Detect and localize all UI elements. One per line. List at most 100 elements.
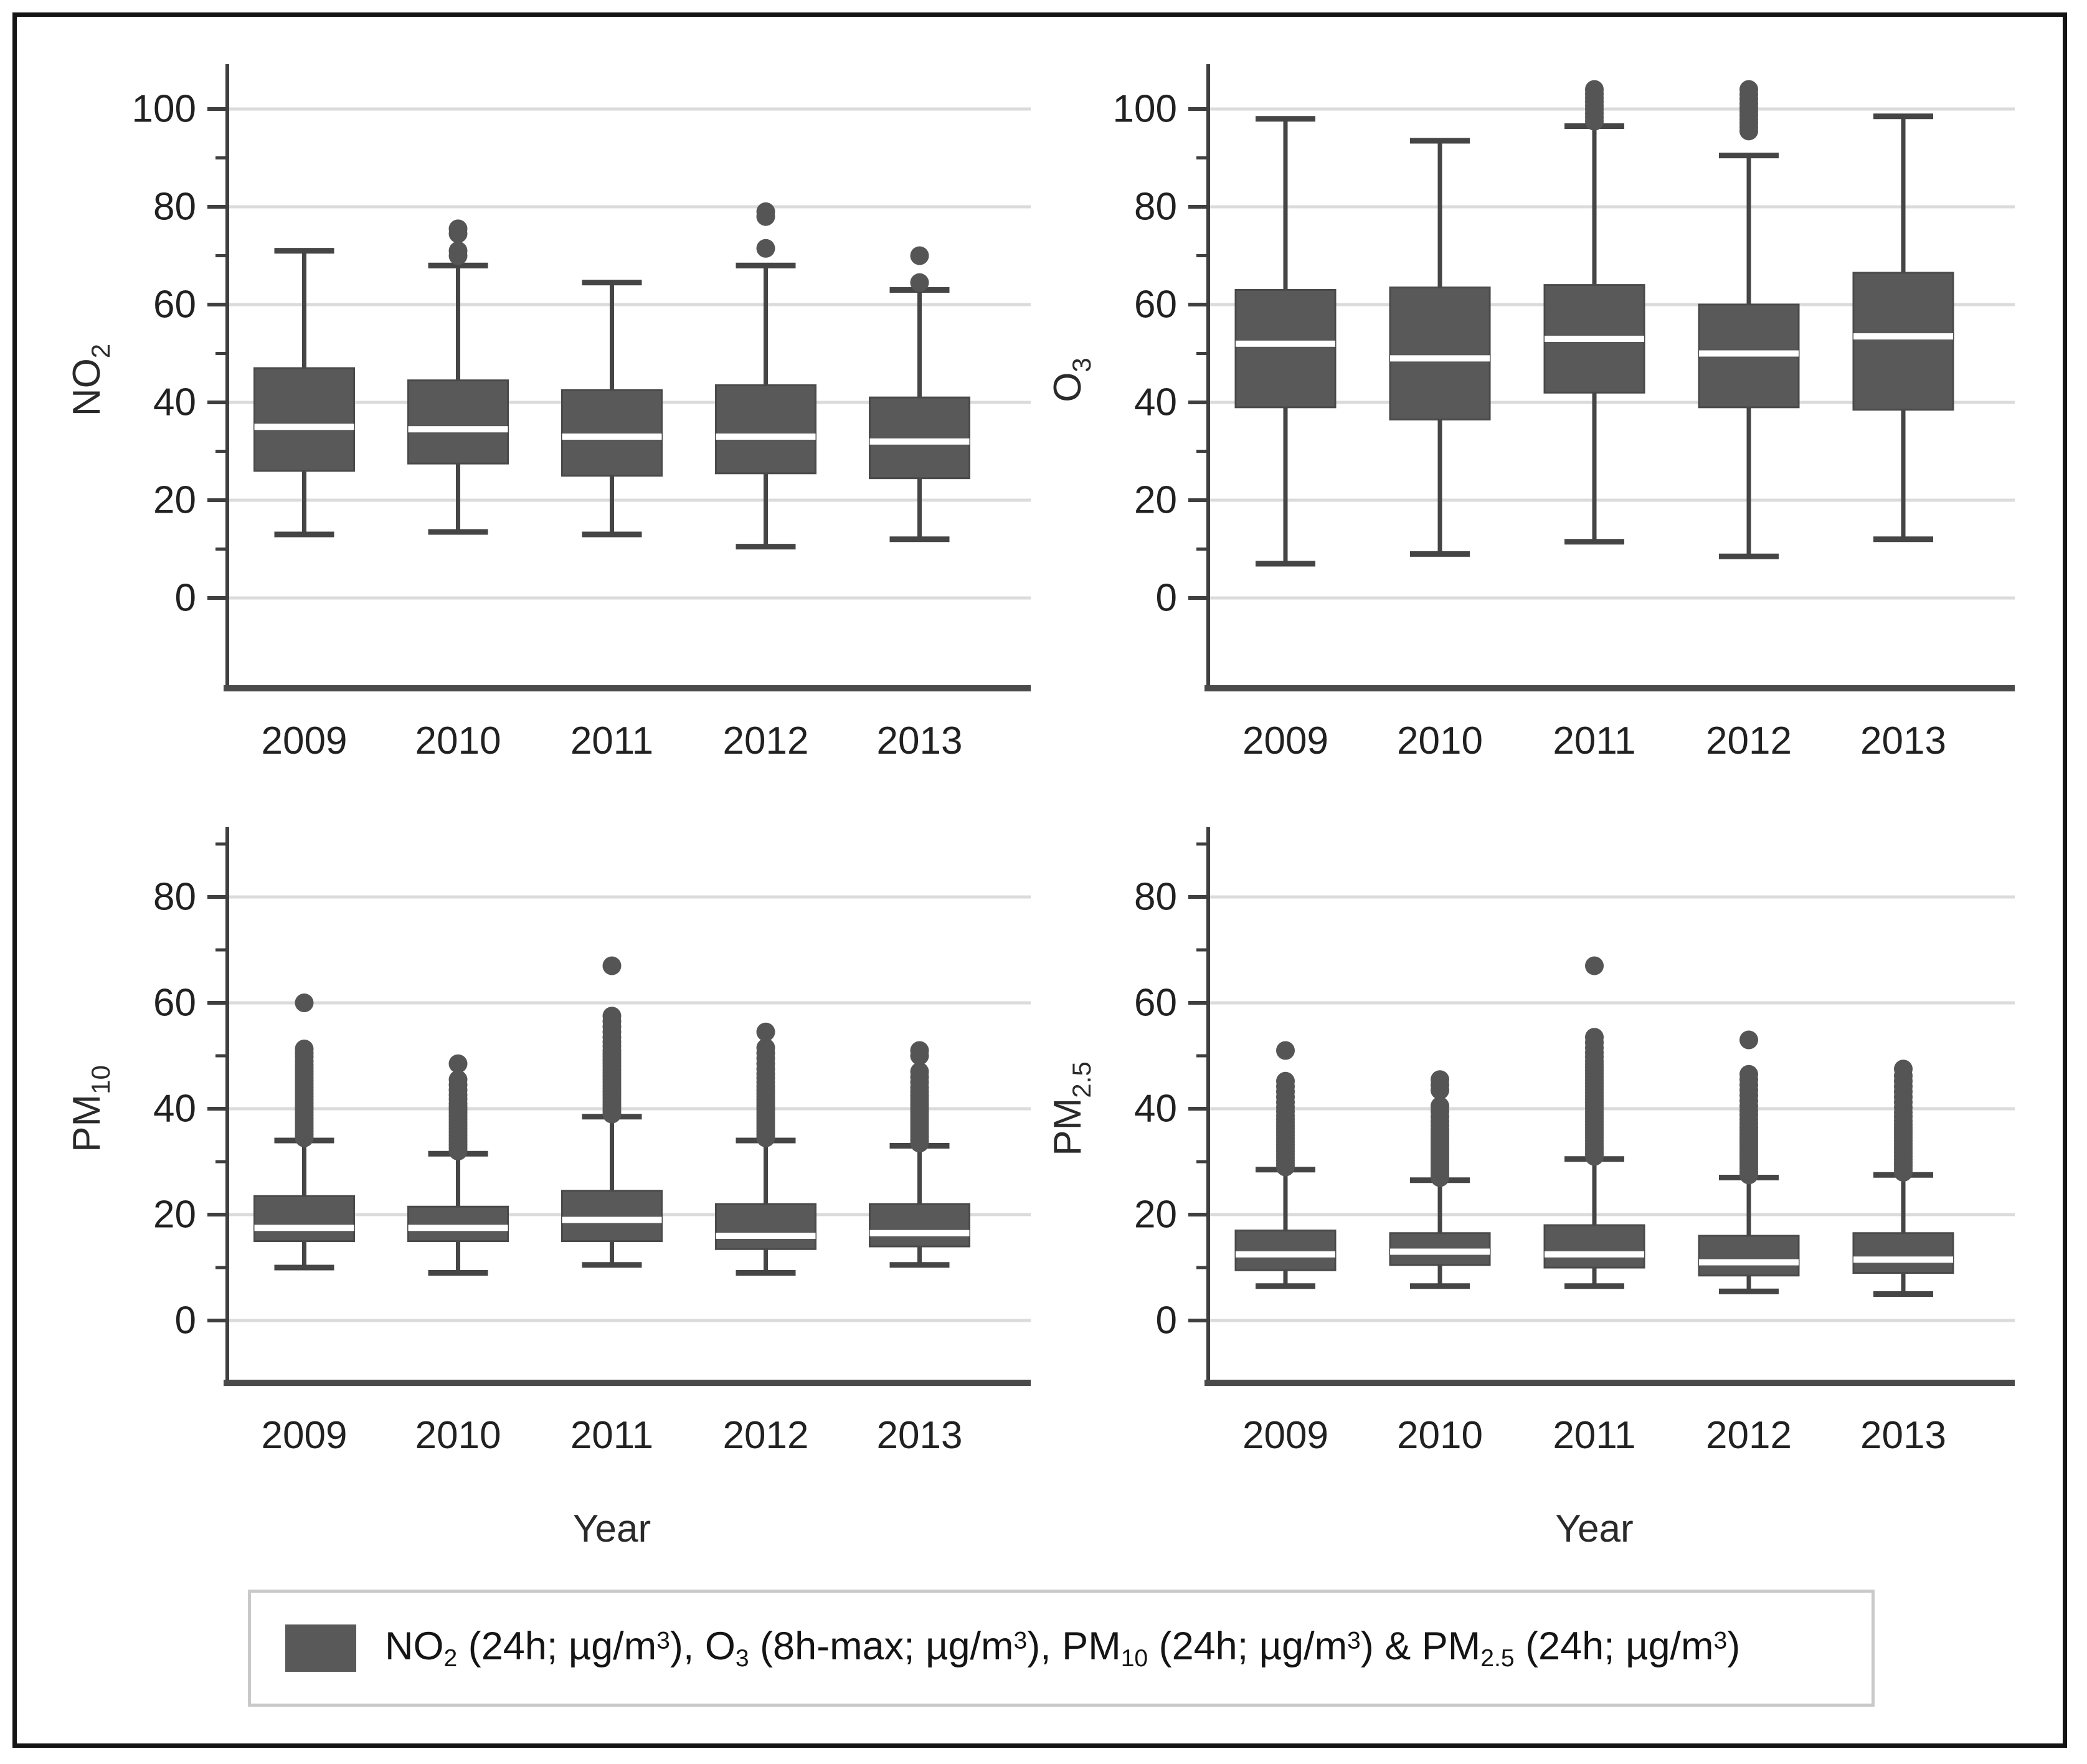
y-tick-label: 80 — [153, 186, 196, 229]
outlier-dot — [602, 1007, 622, 1026]
median-line — [1390, 1248, 1490, 1255]
box-group-2011 — [1543, 80, 1645, 545]
x-tick-label: 2013 — [877, 1414, 963, 1457]
iqr-box — [253, 367, 355, 472]
iqr-box — [1389, 287, 1491, 420]
iqr-box — [407, 379, 509, 465]
outlier-dot — [756, 1022, 775, 1041]
outlier-dot — [1739, 1065, 1758, 1084]
iqr-box — [1234, 288, 1337, 409]
y-tick-label: 20 — [1134, 479, 1177, 522]
outlier-dot — [1431, 1096, 1449, 1116]
box-group-2009 — [253, 993, 355, 1271]
median-line — [562, 1216, 662, 1223]
outlier-dot — [1739, 80, 1758, 99]
outlier-dot — [295, 993, 314, 1012]
boxplot-panel-pm25: 0 20 40 60 80 2009 2010 2011 2012 2013 PM2.5 Year — [1031, 804, 2052, 1588]
iqr-box — [1852, 1232, 1954, 1274]
legend-text-segment: 2 — [443, 1644, 458, 1672]
box-group-2009 — [253, 248, 355, 538]
x-tick-label: 2011 — [570, 719, 653, 762]
median-line — [1699, 350, 1799, 357]
iqr-box — [869, 1203, 970, 1248]
box-group-2012 — [1698, 1030, 1800, 1294]
box-group-2012 — [715, 202, 816, 550]
iqr-box — [561, 389, 663, 477]
x-tick-label: 2009 — [262, 719, 348, 762]
outlier-dot — [448, 1054, 468, 1073]
x-axis-label: Year — [573, 1507, 651, 1550]
y-tick-label: 20 — [153, 479, 196, 522]
median-line — [1699, 1259, 1799, 1266]
legend-text-segment: ), PM — [1027, 1624, 1121, 1669]
outlier-dot — [1585, 956, 1604, 975]
box-group-2010 — [1389, 1070, 1491, 1289]
figure-border — [12, 12, 2067, 1748]
y-tick-label: 20 — [153, 1193, 196, 1236]
box-group-2010 — [407, 219, 509, 535]
box-group-2013 — [1852, 1060, 1954, 1297]
median-line — [408, 1225, 508, 1231]
box-group-2013 — [1852, 113, 1954, 543]
median-line — [716, 433, 816, 440]
legend-text-segment: 3 — [1013, 1627, 1028, 1654]
x-tick-label: 2010 — [1397, 719, 1483, 762]
iqr-box — [561, 1190, 663, 1242]
y-tick-label: 80 — [1134, 876, 1177, 919]
y-axis-label-segment: 3 — [1067, 358, 1096, 372]
outlier-dot — [1739, 1030, 1758, 1050]
x-tick-label: 2013 — [877, 719, 963, 762]
legend-text-segment: 2.5 — [1480, 1644, 1515, 1672]
x-tick-label: 2012 — [1706, 1414, 1792, 1457]
median-line — [1236, 1251, 1335, 1258]
box-group-2009 — [1234, 1041, 1337, 1289]
chart-svg-o3: 0 20 40 60 80 100 2009 2010 2011 2012 2013 O3 — [1046, 64, 2015, 762]
box-group-2012 — [1698, 80, 1800, 559]
outlier-dot — [756, 1038, 775, 1058]
outlier-dot — [910, 1062, 929, 1081]
y-axis-label-segment: 10 — [86, 1065, 115, 1094]
boxplot-panel-no2: 0 20 40 60 80 100 2009 2010 2011 2012 2013 NO2 — [37, 34, 1034, 804]
x-tick-label: 2011 — [570, 1414, 653, 1457]
x-tick-label: 2013 — [1860, 1414, 1946, 1457]
outlier-dot — [910, 273, 929, 292]
y-tick-label: 0 — [1156, 1299, 1177, 1342]
x-tick-label: 2012 — [1706, 719, 1792, 762]
legend-text-segment: ) & PM — [1360, 1624, 1481, 1669]
outlier-dot — [448, 219, 468, 239]
box-group-2013 — [869, 246, 970, 543]
outlier-dot — [448, 1070, 468, 1089]
y-axis-label: PM2.5 — [1046, 1061, 1096, 1155]
y-axis-label-segment: PM — [1046, 1098, 1089, 1156]
legend-text-segment: 3 — [656, 1627, 670, 1654]
iqr-box — [869, 396, 970, 480]
x-tick-label: 2011 — [1553, 1414, 1635, 1457]
outlier-dot — [910, 1041, 929, 1060]
y-tick-label: 80 — [153, 876, 196, 919]
legend-text-segment: 3 — [1347, 1627, 1361, 1654]
x-axis-label: Year — [1555, 1507, 1633, 1550]
y-tick-label: 0 — [175, 1299, 196, 1342]
outlier-dot — [448, 241, 468, 260]
outlier-dot — [1276, 1071, 1295, 1091]
median-line — [408, 426, 508, 433]
y-tick-label: 60 — [153, 982, 196, 1025]
y-tick-label: 40 — [153, 1088, 196, 1131]
y-tick-label: 40 — [1134, 1088, 1177, 1131]
box-group-2010 — [1389, 138, 1491, 557]
legend-label: NO2 (24h; µg/m3), O3 (8h-max; µg/m3), PM… — [385, 1624, 1740, 1672]
median-line — [1853, 1256, 1953, 1263]
iqr-box — [1852, 272, 1954, 411]
y-tick-label: 60 — [153, 283, 196, 326]
chart-svg-no2: 0 20 40 60 80 100 2009 2010 2011 2012 2013 NO2 — [65, 64, 1031, 762]
box-group-2012 — [715, 1022, 816, 1276]
y-axis-label-segment: 2 — [86, 344, 115, 358]
median-line — [254, 424, 354, 430]
x-tick-label: 2012 — [723, 1414, 809, 1457]
y-tick-label: 80 — [1134, 186, 1177, 229]
x-tick-label: 2012 — [723, 719, 809, 762]
x-tick-label: 2010 — [415, 719, 501, 762]
median-line — [716, 1233, 816, 1239]
median-line — [1545, 1251, 1644, 1258]
